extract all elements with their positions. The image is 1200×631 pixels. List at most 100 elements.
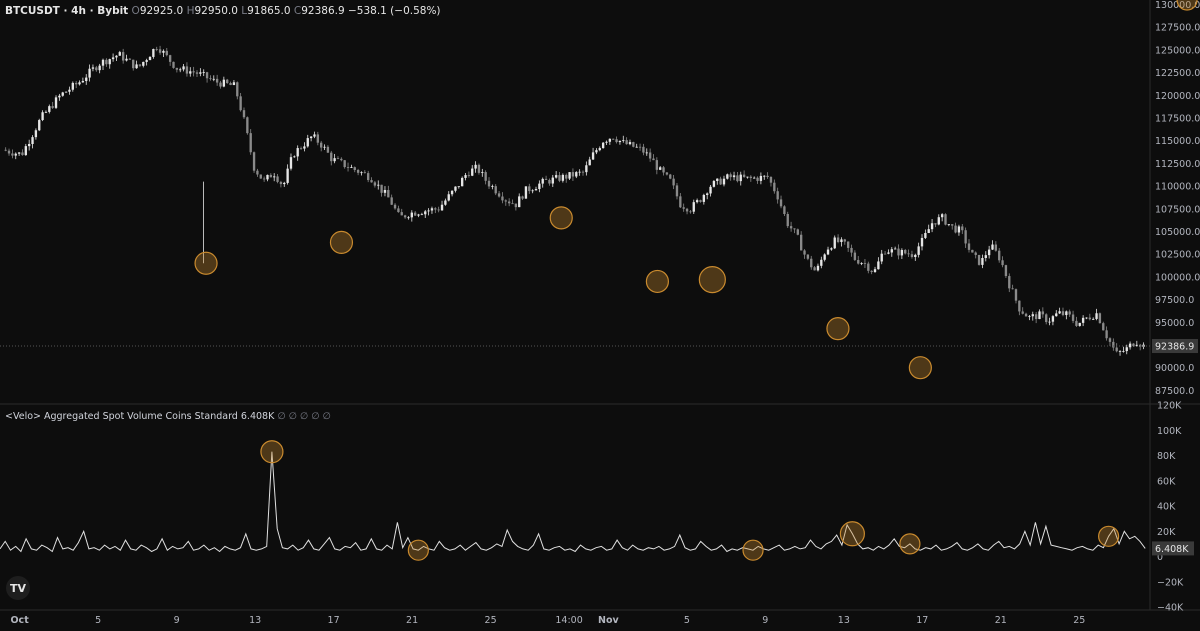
candle-body — [957, 226, 961, 233]
volume-title[interactable]: <Velo> Aggregated Spot Volume Coins Stan… — [5, 411, 238, 422]
candle-body — [165, 50, 168, 56]
volume-tick-label: 20K — [1157, 527, 1176, 538]
candle-body — [168, 55, 172, 62]
candle-body — [729, 174, 732, 178]
candle-body — [1014, 289, 1018, 301]
candle-body — [561, 174, 565, 181]
candle-body — [548, 179, 551, 184]
price-tick-label: 97500.0 — [1155, 295, 1194, 306]
volume-spike-highlight — [407, 539, 429, 561]
candle-body — [873, 269, 877, 273]
candle-body — [343, 160, 346, 168]
candle-body — [813, 267, 816, 271]
candle-body — [78, 82, 81, 85]
candle-body — [585, 165, 588, 173]
candle-body — [749, 176, 753, 178]
candle-body — [655, 160, 659, 170]
candle-body — [333, 158, 336, 162]
price-tick-label: 122500.0 — [1155, 68, 1200, 79]
candle-body — [158, 49, 162, 53]
candle-body — [51, 106, 54, 108]
candle-body — [1075, 320, 1078, 326]
price-tick-label: 110000.0 — [1155, 182, 1200, 193]
candle-body — [789, 226, 793, 229]
candle-body — [763, 175, 766, 177]
volume-line — [0, 451, 1146, 553]
candle-body — [135, 64, 138, 69]
time-tick-label: 5 — [95, 615, 101, 626]
candle-body — [736, 175, 739, 182]
candle-body — [568, 172, 571, 179]
candle-body — [830, 248, 833, 250]
candle-body — [601, 142, 605, 149]
candle-body — [95, 67, 98, 71]
symbol-label[interactable]: BTCUSDT · 4h · Bybit — [5, 5, 129, 17]
candle-body — [11, 153, 14, 156]
candle-body — [81, 80, 85, 83]
candle-body — [27, 144, 31, 147]
candle-body — [222, 79, 226, 87]
candle-body — [534, 189, 538, 191]
candle-body — [353, 167, 356, 170]
candle-body — [662, 167, 665, 173]
volume-value: 6.408K — [240, 411, 275, 422]
candle-body — [350, 167, 353, 168]
candle-body — [444, 200, 447, 205]
candle-body — [1081, 317, 1085, 323]
candle-body — [987, 249, 991, 256]
candle-body — [659, 167, 662, 170]
candle-body — [622, 140, 625, 141]
price-tick-label: 105000.0 — [1155, 227, 1200, 238]
candle-body — [870, 270, 873, 273]
candle-body — [914, 254, 917, 258]
candle-body — [323, 146, 326, 148]
candle-body — [256, 170, 259, 175]
candle-body — [226, 79, 229, 84]
price-low-highlight — [908, 356, 932, 380]
candle-body — [977, 254, 981, 265]
candle-body — [202, 72, 205, 74]
candle-body — [924, 233, 927, 238]
candle-body — [377, 184, 380, 186]
candle-body — [1105, 330, 1108, 339]
price-low-highlight — [698, 266, 726, 294]
candle-body — [215, 78, 219, 83]
candle-body — [1115, 347, 1118, 352]
tradingview-logo-icon[interactable]: TV — [6, 576, 30, 600]
candle-body — [726, 174, 729, 179]
candle-body — [511, 203, 514, 205]
volume-settings-icons[interactable]: ∅ ∅ ∅ ∅ ∅ — [277, 411, 331, 422]
time-tick-label: 25 — [485, 615, 497, 626]
candle-body — [917, 246, 920, 255]
candle-body — [296, 148, 299, 157]
candle-body — [501, 196, 504, 201]
time-tick-label: 25 — [1073, 615, 1085, 626]
candle-body — [497, 193, 501, 197]
price-tick-label: 107500.0 — [1155, 204, 1200, 215]
candle-body — [712, 181, 716, 187]
price-tick-label: 90000.0 — [1155, 363, 1194, 374]
time-tick-label: 13 — [838, 615, 850, 626]
candle-body — [242, 110, 246, 118]
candle-body — [363, 172, 367, 174]
candle-body — [581, 171, 585, 173]
time-tick-label: 14:00 — [555, 615, 582, 626]
candle-body — [437, 209, 440, 211]
candle-body — [1071, 314, 1075, 321]
candle-body — [528, 186, 531, 192]
candle-body — [756, 177, 759, 181]
candle-body — [944, 214, 947, 225]
candle-body — [961, 226, 964, 231]
candle-body — [1051, 316, 1055, 322]
candle-body — [1045, 314, 1048, 323]
candle-body — [742, 174, 746, 178]
candle-body — [471, 168, 474, 176]
candle-body — [998, 250, 1001, 261]
candle-body — [175, 67, 179, 70]
price-tick-label: 125000.0 — [1155, 45, 1200, 56]
candle-body — [964, 230, 967, 244]
price-tick-label: 95000.0 — [1155, 318, 1194, 329]
price-tick-label: 127500.0 — [1155, 23, 1200, 34]
candle-body — [531, 190, 534, 192]
